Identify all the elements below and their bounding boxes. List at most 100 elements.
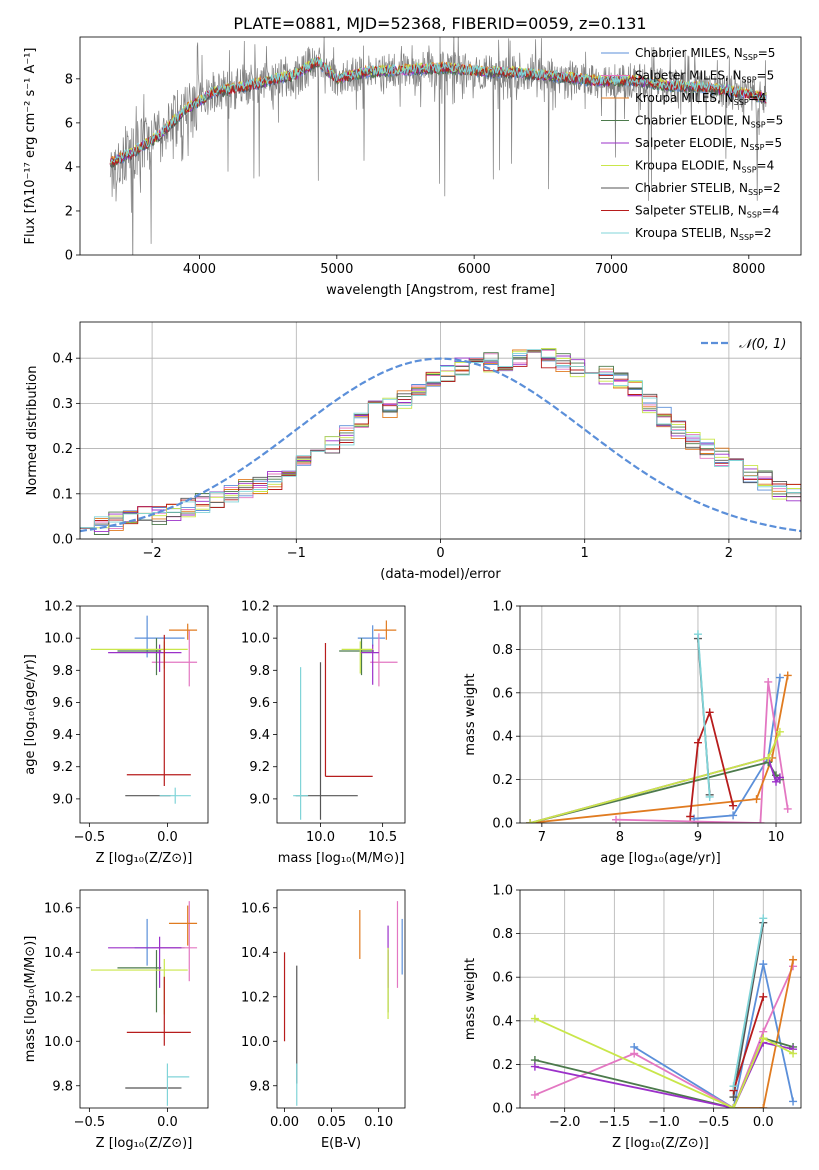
x-tick-label: 6000 — [458, 262, 491, 277]
y-tick-label: 9.8 — [52, 1079, 73, 1094]
x-tick-label: 0.00 — [270, 1115, 299, 1130]
weight-line — [732, 996, 765, 1091]
x-tick-label: 0.10 — [364, 1115, 393, 1130]
errorbar-salpeter-miles — [370, 633, 398, 687]
legend-suffix: =5 — [766, 114, 784, 128]
legend-entry: Salpeter MILES, NSSP=5 — [635, 69, 774, 85]
mass-vs-metallicity-panel: −0.5 0.0 9.8 10.0 10.2 10.4 10.6 Z [log₁₀(Z/Z⊙)… — [23, 889, 209, 1151]
y-tick-label: 6 — [65, 116, 73, 131]
legend-subscript: SSP — [742, 76, 757, 85]
legend-entry: Chabrier MILES, NSSP=5 — [635, 46, 775, 62]
x-tick-label: 8000 — [732, 262, 765, 277]
x-tick-label: 0.0 — [157, 1115, 178, 1130]
axes-frame — [79, 321, 802, 540]
legend: Chabrier MILES, NSSP=5 Salpeter MILES, NS… — [601, 46, 783, 242]
x-tick-label: 0.0 — [753, 1115, 774, 1130]
plot-area — [90, 615, 198, 804]
legend-entry: Chabrier ELODIE, NSSP=5 — [635, 114, 783, 130]
weight-marker — [630, 1049, 639, 1058]
weight-marker — [526, 819, 535, 823]
y-tick-label: 0.2 — [492, 773, 513, 788]
weight-marker — [775, 773, 784, 782]
y-tick-label: 10.6 — [241, 901, 270, 916]
y-axis-label: mass [log₁₀(M/M⊙)] — [23, 936, 38, 1063]
weight-marker — [705, 708, 714, 717]
y-tick-label: 0.8 — [492, 643, 513, 658]
x-axis-label: mass [log₁₀(M/M⊙)] — [278, 851, 405, 866]
y-tick-label: 9.2 — [249, 760, 270, 775]
legend-suffix: =5 — [757, 69, 775, 83]
weight-marker — [783, 671, 792, 680]
x-tick-label: 9 — [694, 830, 702, 845]
weight-marker — [759, 914, 768, 923]
histogram-kroupa-miles — [80, 349, 801, 531]
x-axis-label: age [log₁₀(age/yr)] — [600, 851, 721, 866]
x-tick-label: 4000 — [183, 262, 216, 277]
weight-vs-age-panel: 7 8 9 10 0.0 0.2 0.4 0.6 0.8 1.0 age [log₁₀(age/yr… — [463, 600, 802, 866]
weight-marker — [759, 1034, 768, 1043]
legend-suffix: =2 — [763, 181, 781, 195]
y-tick-label: 0.1 — [52, 487, 73, 502]
legend-subscript: SSP — [742, 166, 757, 175]
legend-entry: Salpeter STELIB, NSSP=4 — [635, 204, 779, 220]
weight-marker — [530, 1062, 539, 1071]
legend-entry: Chabrier STELIB, NSSP=2 — [635, 181, 781, 197]
y-tick-label: 9.0 — [249, 792, 270, 807]
legend-suffix: =4 — [749, 91, 767, 105]
weight-series-kroupa-elodie — [526, 727, 784, 823]
errorbar-chabrier-elodie — [339, 638, 374, 676]
legend-subscript: SSP — [739, 233, 754, 242]
plot-area — [109, 37, 767, 255]
y-tick-label: 10.2 — [241, 990, 270, 1005]
errorbar-salpeter-miles — [151, 901, 198, 982]
axes-frame — [519, 889, 802, 1109]
y-tick-label: 0.6 — [492, 686, 513, 701]
weight-marker — [729, 1104, 738, 1108]
y-tick-label: 9.2 — [52, 760, 73, 775]
x-tick-label: 7000 — [595, 262, 628, 277]
weight-marker — [705, 792, 714, 801]
weight-series-kroupa-stelib — [693, 630, 714, 801]
y-tick-label: 0.0 — [52, 533, 73, 548]
errorbar-kroupa-stelib — [293, 667, 309, 820]
mass-vs-reddening-panel: 0.00 0.05 0.10 9.8 10.0 10.2 10.4 10.6 E(B-V) — [241, 889, 406, 1151]
errorbar-salpeter-elodie — [108, 644, 182, 672]
y-tick-label: 9.6 — [249, 696, 270, 711]
y-tick-label: 9.8 — [249, 664, 270, 679]
plot-area — [530, 914, 798, 1108]
x-tick-label: 7 — [538, 830, 546, 845]
y-tick-label: 9.4 — [52, 728, 73, 743]
errorbar-kroupa-elodie — [90, 641, 188, 669]
y-tick-label: 0.2 — [492, 1058, 513, 1073]
weight-marker — [729, 811, 738, 820]
histogram-chabrier-miles — [80, 351, 801, 529]
errorbar-chabrier-elodie — [117, 950, 162, 1013]
weight-marker — [772, 777, 781, 786]
y-tick-label: 9.8 — [249, 1079, 270, 1094]
y-tick-label: 10.6 — [44, 901, 73, 916]
weight-marker — [686, 812, 695, 821]
y-axis-label: Flux [fλ10⁻¹⁷ erg cm⁻² s⁻¹ A⁻¹] — [23, 48, 38, 245]
x-axis-label: E(B-V) — [321, 1136, 361, 1151]
x-tick-label: 1 — [581, 546, 589, 561]
errorbar-salpeter-stelib — [126, 976, 191, 1046]
legend-entry: 𝒩(0, 1) — [739, 337, 786, 352]
y-tick-label: 0.3 — [52, 397, 73, 412]
normal-reference-curve — [80, 357, 801, 533]
errorbar-salpeter-stelib — [324, 642, 373, 777]
x-tick-label: 0 — [436, 546, 444, 561]
legend-suffix: =2 — [754, 226, 772, 240]
y-tick-label: 0.0 — [492, 817, 513, 832]
axes-frame — [276, 889, 406, 1109]
weight-marker — [759, 992, 768, 1001]
errorbar-kroupa-miles — [168, 623, 198, 640]
legend-suffix: =4 — [757, 159, 775, 173]
weight-line — [732, 918, 765, 1087]
weight-line — [615, 681, 789, 823]
y-axis-label: mass weight — [463, 673, 478, 755]
axes-frame — [79, 889, 209, 1109]
x-tick-label: 8 — [616, 830, 624, 845]
residual-histogram-panel: −2 −1 0 1 2 0.0 0.1 0.2 0.3 0.4 (data-model)/error… — [25, 321, 802, 582]
legend-subscript: SSP — [734, 98, 749, 107]
histogram-salpeter-elodie — [80, 350, 801, 532]
